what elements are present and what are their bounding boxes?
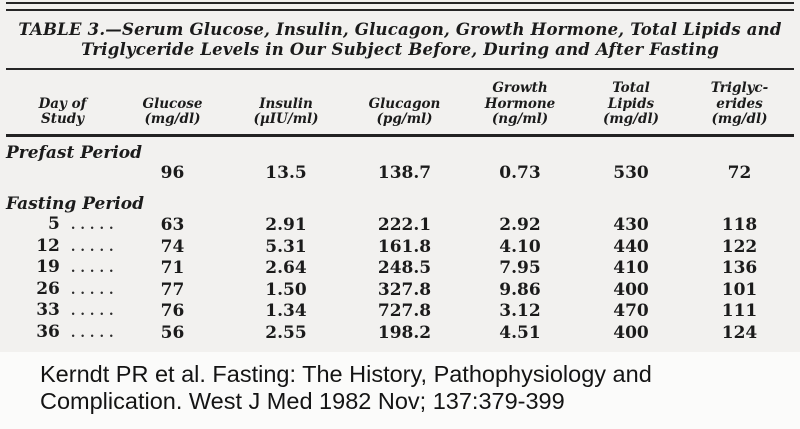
glucagon-value: 248.5	[377, 258, 432, 278]
column-header-glucagon: Glucagon (pg/ml)	[368, 95, 441, 127]
triglycerides-value: 122	[721, 236, 758, 257]
leader-dots: ......	[70, 282, 119, 298]
table-row-day-26: 26 ...... 77 1.50 327.8 9.86 400 101	[6, 279, 794, 301]
growth-hormone-value: 4.10	[499, 236, 541, 257]
section-label-fasting-period: Fasting Period	[6, 194, 144, 214]
leader-dots: ......	[70, 239, 119, 255]
title-separator-rule	[6, 68, 794, 70]
insulin-value: 13.5	[265, 162, 307, 183]
triglycerides-value: 118	[721, 215, 758, 235]
table-title: TABLE 3.—Serum Glucose, Insulin, Glucago…	[18, 20, 782, 59]
day-cell: 33 ......	[6, 300, 119, 323]
table-header-row: Day of Study Glucose (mg/dl) Insulin (µI…	[6, 70, 794, 134]
header-separator-rule	[6, 133, 794, 137]
insulin-value: 1.50	[265, 279, 307, 300]
total-lipids-value: 400	[613, 279, 649, 300]
triglycerides-value: 72	[727, 162, 752, 183]
glucose-value: 74	[160, 236, 185, 257]
day-number: 33	[36, 300, 60, 320]
column-header-total-lipids: Total Lipids (mg/dl)	[603, 80, 659, 127]
citation-text: Kerndt PR et al. Fasting: The History, P…	[40, 361, 652, 414]
glucagon-value: 198.2	[377, 322, 432, 343]
growth-hormone-value: 4.51	[499, 322, 541, 343]
top-double-rule	[6, 2, 794, 11]
glucagon-value: 727.8	[377, 301, 432, 321]
day-number: 36	[36, 321, 60, 342]
glucagon-value: 161.8	[377, 236, 432, 257]
column-header-triglycerides: Triglyc- erides (mg/dl)	[710, 80, 769, 127]
growth-hormone-value: 0.73	[499, 162, 541, 183]
day-number: 19	[36, 257, 60, 277]
glucagon-value: 327.8	[377, 279, 432, 300]
growth-hormone-value: 3.12	[499, 301, 541, 321]
day-cell: 19 ......	[6, 257, 119, 280]
day-cell: 5 ......	[6, 214, 119, 237]
insulin-value: 2.91	[265, 215, 307, 235]
day-number: 26	[36, 278, 60, 299]
day-number: 5	[48, 214, 60, 234]
column-header-day-of-study: Day of Study	[38, 95, 87, 127]
glucose-value: 71	[160, 258, 185, 278]
table-row-day-12: 12 ...... 74 5.31 161.8 4.10 440 122	[6, 236, 794, 258]
glucose-value: 76	[160, 301, 185, 321]
column-header-glucose: Glucose (mg/dl)	[142, 95, 203, 127]
total-lipids-value: 530	[613, 162, 649, 183]
leader-dots: ......	[70, 304, 119, 319]
triglycerides-value: 111	[721, 301, 758, 321]
glucose-value: 63	[160, 215, 185, 235]
triglycerides-value: 101	[721, 279, 758, 300]
total-lipids-value: 430	[613, 215, 649, 235]
total-lipids-value: 440	[613, 236, 649, 257]
table-row-day-36: 36 ...... 56 2.55 198.2 4.51 400 124	[6, 322, 794, 344]
glucose-value: 56	[160, 322, 185, 343]
table-scan-region: TABLE 3.—Serum Glucose, Insulin, Glucago…	[0, 0, 800, 352]
insulin-value: 2.55	[265, 322, 307, 343]
leader-dots: ......	[70, 325, 119, 341]
glucagon-value: 222.1	[377, 215, 432, 235]
leader-dots: ......	[70, 218, 119, 233]
growth-hormone-value: 9.86	[499, 279, 541, 300]
day-number: 12	[36, 235, 60, 256]
day-cell: 12 ......	[6, 236, 119, 259]
growth-hormone-value: 2.92	[499, 215, 541, 235]
glucose-value: 96	[160, 162, 185, 183]
section-label-prefast-period: Prefast Period	[6, 142, 143, 163]
citation-area: Kerndt PR et al. Fasting: The History, P…	[0, 352, 800, 429]
triglycerides-value: 136	[721, 258, 758, 278]
total-lipids-value: 410	[613, 258, 649, 278]
leader-dots: ......	[70, 261, 119, 276]
day-cell: 26 ......	[6, 279, 119, 302]
column-header-insulin: Insulin (µIU/ml)	[253, 95, 319, 127]
table-row-day-19: 19 ...... 71 2.64 248.5 7.95 410 136	[6, 257, 794, 279]
triglycerides-value: 124	[721, 322, 758, 343]
total-lipids-value: 470	[613, 301, 649, 321]
insulin-value: 1.34	[265, 301, 307, 321]
table-row-day-33: 33 ...... 76 1.34 727.8 3.12 470 111	[6, 300, 794, 322]
table-row-day-5: 5 ...... 63 2.91 222.1 2.92 430 118	[6, 214, 794, 236]
insulin-value: 2.64	[265, 258, 307, 278]
column-header-growth-hormone: Growth Hormone (ng/ml)	[484, 80, 556, 127]
total-lipids-value: 400	[613, 322, 649, 343]
insulin-value: 5.31	[265, 236, 307, 257]
day-cell: 36 ......	[6, 322, 119, 345]
growth-hormone-value: 7.95	[499, 258, 541, 278]
table-row-prefast: 96 13.5 138.7 0.73 530 72	[6, 163, 794, 185]
glucose-value: 77	[160, 279, 185, 300]
glucagon-value: 138.7	[377, 162, 432, 183]
